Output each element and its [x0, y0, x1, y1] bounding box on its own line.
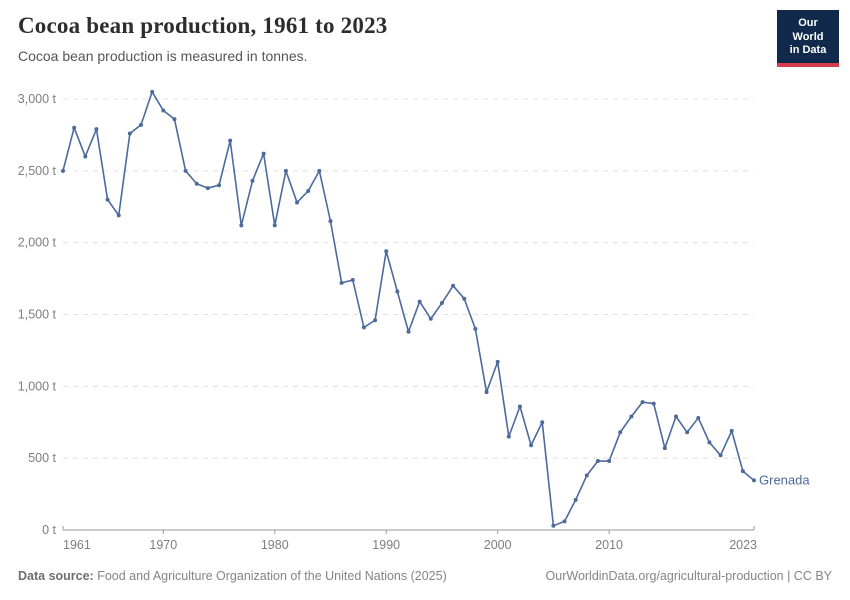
data-point[interactable]	[618, 430, 623, 435]
data-point[interactable]	[295, 200, 300, 205]
data-point[interactable]	[317, 168, 322, 173]
owid-logo[interactable]: Our World in Data	[777, 10, 839, 67]
data-point[interactable]	[595, 459, 600, 464]
data-point[interactable]	[384, 249, 389, 254]
footer-link[interactable]: OurWorldinData.org/agricultural-producti…	[545, 569, 832, 583]
data-point[interactable]	[328, 219, 333, 224]
data-point[interactable]	[83, 154, 88, 159]
chart-subtitle: Cocoa bean production is measured in ton…	[18, 48, 308, 64]
data-point[interactable]	[551, 523, 556, 528]
data-point[interactable]	[451, 283, 456, 288]
data-source-label: Data source:	[18, 569, 94, 583]
data-point[interactable]	[339, 280, 344, 285]
data-point[interactable]	[306, 188, 311, 193]
data-point[interactable]	[729, 428, 734, 433]
y-tick-label: 3,000 t	[18, 92, 57, 106]
y-tick-label: 2,500 t	[18, 164, 57, 178]
data-point[interactable]	[127, 131, 132, 136]
data-line[interactable]	[62, 91, 755, 527]
data-point[interactable]	[272, 223, 277, 228]
data-point[interactable]	[752, 478, 756, 483]
data-point[interactable]	[105, 197, 110, 202]
data-point[interactable]	[740, 469, 745, 474]
data-point[interactable]	[228, 138, 233, 143]
data-point[interactable]	[283, 168, 288, 173]
data-point[interactable]	[607, 459, 612, 464]
x-tick-label: 2023	[729, 538, 757, 552]
data-point[interactable]	[139, 122, 144, 127]
series-label: Grenada	[759, 472, 810, 487]
data-point[interactable]	[150, 89, 155, 94]
x-tick-label: 1970	[149, 538, 177, 552]
data-point[interactable]	[361, 325, 366, 330]
data-point[interactable]	[462, 296, 467, 301]
data-point[interactable]	[172, 117, 177, 122]
data-point[interactable]	[116, 213, 121, 218]
data-point[interactable]	[61, 168, 65, 173]
page-title: Cocoa bean production, 1961 to 2023	[18, 13, 388, 38]
data-point[interactable]	[395, 289, 400, 294]
y-tick-label: 0 t	[42, 523, 56, 537]
x-tick-label: 1961	[63, 538, 91, 552]
data-point[interactable]	[217, 183, 222, 188]
data-point[interactable]	[718, 453, 723, 458]
data-point[interactable]	[662, 446, 667, 451]
x-tick-label: 1980	[261, 538, 289, 552]
data-point[interactable]	[696, 415, 701, 420]
data-source: Data source: Food and Agriculture Organi…	[18, 569, 447, 583]
data-point[interactable]	[640, 400, 645, 405]
data-point[interactable]	[562, 519, 567, 524]
data-point[interactable]	[573, 497, 578, 502]
data-point[interactable]	[94, 127, 99, 132]
data-point[interactable]	[428, 316, 433, 321]
x-tick-label: 1990	[372, 538, 400, 552]
y-tick-label: 500 t	[28, 451, 56, 465]
data-point[interactable]	[506, 434, 511, 439]
data-point[interactable]	[72, 125, 77, 130]
data-point[interactable]	[250, 178, 255, 183]
data-point[interactable]	[651, 401, 656, 406]
data-point[interactable]	[529, 443, 534, 448]
x-tick-label: 2010	[595, 538, 623, 552]
data-point[interactable]	[540, 420, 545, 425]
owid-logo-line1: Our World	[792, 17, 824, 43]
data-point[interactable]	[584, 473, 589, 478]
data-point[interactable]	[439, 301, 444, 306]
owid-logo-line2: in Data	[789, 44, 827, 56]
y-tick-label: 1,000 t	[18, 379, 57, 393]
data-point[interactable]	[417, 299, 422, 304]
chart-header: Cocoa bean production, 1961 to 2023 Coco…	[18, 13, 388, 64]
data-point[interactable]	[239, 223, 244, 228]
data-point[interactable]	[183, 168, 188, 173]
data-point[interactable]	[350, 278, 355, 283]
data-point[interactable]	[484, 390, 489, 395]
data-point[interactable]	[685, 430, 690, 435]
data-point[interactable]	[629, 414, 634, 419]
y-tick-label: 2,000 t	[18, 236, 57, 250]
data-source-text: Food and Agriculture Organization of the…	[97, 569, 447, 583]
chart-footer: Data source: Food and Agriculture Organi…	[18, 569, 832, 583]
data-point[interactable]	[707, 440, 712, 445]
data-point[interactable]	[373, 318, 378, 323]
data-point[interactable]	[161, 108, 166, 113]
data-point[interactable]	[261, 151, 266, 156]
x-tick-label: 2000	[484, 538, 512, 552]
data-point[interactable]	[495, 359, 500, 364]
data-point[interactable]	[473, 326, 478, 331]
y-tick-label: 1,500 t	[18, 308, 57, 322]
data-point[interactable]	[517, 404, 522, 409]
data-point[interactable]	[194, 181, 199, 186]
data-point[interactable]	[205, 186, 210, 191]
data-point[interactable]	[406, 329, 411, 334]
data-point[interactable]	[673, 414, 678, 419]
